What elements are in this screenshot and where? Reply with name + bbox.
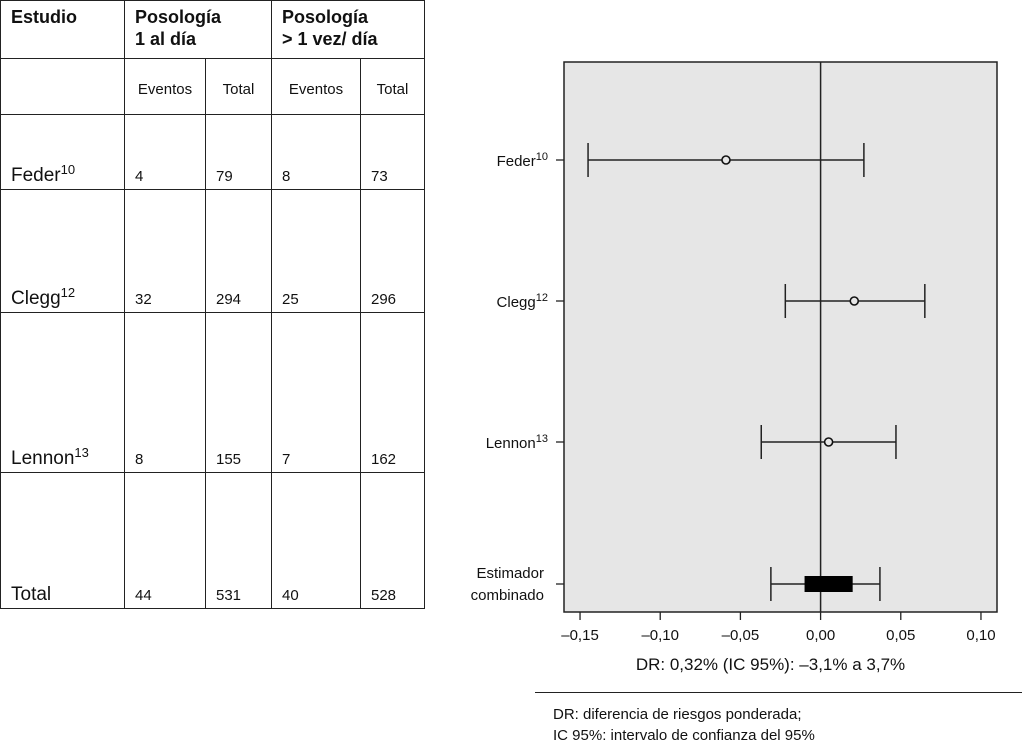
table-cell: 8 — [124, 312, 205, 472]
study-name: Total — [11, 584, 51, 606]
study-name-text: Feder — [11, 165, 61, 186]
x-tick-label: 0,00 — [806, 627, 835, 644]
table-row-study: Clegg12 — [0, 189, 124, 312]
table-cell: 40 — [271, 472, 360, 609]
table-cell-value: 44 — [135, 587, 152, 604]
table-cell: 7 — [271, 312, 360, 472]
subheader-cell: Eventos — [124, 58, 205, 114]
table-cell: 528 — [360, 472, 425, 609]
study-label: Feder10 — [497, 151, 548, 170]
table-cell-value: 528 — [371, 587, 397, 604]
header-multi-daily-line2: > 1 vez/ día — [282, 29, 378, 49]
table-row-study: Lennon13 — [0, 312, 124, 472]
study-name: Feder10 — [11, 162, 76, 187]
table-cell: 8 — [271, 114, 360, 189]
x-axis-label: DR: 0,32% (IC 95%): –3,1% a 3,7% — [636, 655, 905, 674]
table-cell: 4 — [124, 114, 205, 189]
study-label: Lennon13 — [486, 433, 548, 452]
table-cell: 531 — [205, 472, 271, 609]
header-multi-daily-line1: Posología — [282, 7, 369, 27]
table-cell-value: 162 — [371, 451, 397, 468]
subheader-cell: Eventos — [271, 58, 360, 114]
table-row-study: Feder10 — [0, 114, 124, 189]
table-cell: 73 — [360, 114, 425, 189]
table-cell: 25 — [271, 189, 360, 312]
subheader-label: Total — [222, 81, 255, 98]
footnote-line-1: DR: diferencia de riesgos ponderada; — [553, 706, 802, 723]
study-label-reference: 10 — [536, 151, 548, 163]
table-row-study: Total — [0, 472, 124, 609]
header-once-daily-line2: 1 al día — [135, 29, 197, 49]
study-reference: 12 — [60, 285, 76, 300]
table-cell-value: 155 — [216, 451, 242, 468]
subheader-label: Total — [376, 81, 409, 98]
x-tick-label: –0,15 — [561, 627, 599, 644]
table-cell-value: 8 — [135, 451, 144, 468]
study-table: Estudio Posología 1 al día Posología > 1 vez… — [0, 0, 425, 609]
table-cell-value: 294 — [216, 291, 242, 308]
table-cell: 32 — [124, 189, 205, 312]
header-once-daily-line1: Posología — [135, 7, 222, 27]
header-study-blank — [0, 58, 124, 114]
point-estimate — [721, 155, 731, 165]
header-study-label: Estudio — [11, 7, 77, 27]
forest-plot: –0,15 –0,10 –0,05 0,00 0,05 0,10 DR: 0,32% (IC… — [471, 61, 998, 674]
study-name-text: Lennon — [11, 448, 75, 469]
study-label-reference: 13 — [536, 433, 548, 445]
table-cell: 296 — [360, 189, 425, 312]
x-tick-label: –0,05 — [722, 627, 760, 644]
table-cell: 44 — [124, 472, 205, 609]
footnote-line-2: IC 95%: intervalo de confianza del 95% — [553, 727, 815, 744]
study-label: Clegg12 — [497, 292, 548, 311]
point-estimate — [823, 437, 834, 447]
study-label-reference: 12 — [536, 292, 548, 304]
pooled-estimate-box — [804, 576, 853, 592]
table-cell-value: 25 — [282, 291, 299, 308]
table-cell: 294 — [205, 189, 271, 312]
table-cell-value: 79 — [216, 168, 233, 185]
subheader-cell: Total — [205, 58, 271, 114]
table-cell-value: 32 — [135, 291, 152, 308]
header-study: Estudio — [0, 0, 124, 114]
header-multi-daily: Posología > 1 vez/ día — [271, 0, 425, 58]
footnote-divider — [535, 692, 1022, 693]
table-cell: 155 — [205, 312, 271, 472]
table-cell-value: 7 — [282, 451, 291, 468]
subheader-label: Eventos — [137, 81, 193, 98]
table-cell-value: 4 — [135, 168, 144, 185]
plot-panel — [563, 61, 998, 613]
study-reference: 13 — [74, 445, 89, 460]
table-cell-value: 8 — [282, 168, 291, 185]
study-name-text: Total — [11, 584, 52, 605]
table-cell-value: 296 — [371, 291, 397, 308]
table-cell-value: 40 — [282, 587, 299, 604]
table-cell-value: 73 — [371, 168, 388, 185]
x-tick-label: –0,10 — [641, 627, 679, 644]
study-name-text: Clegg — [11, 288, 61, 309]
subheader-label: Eventos — [288, 81, 344, 98]
table-cell-value: 531 — [216, 587, 242, 604]
x-tick-label: 0,05 — [886, 627, 915, 644]
table-cell: 79 — [205, 114, 271, 189]
study-reference: 10 — [60, 162, 76, 177]
point-estimate — [849, 296, 860, 306]
header-once-daily: Posología 1 al día — [124, 0, 271, 58]
pooled-label: Estimador — [476, 565, 544, 582]
pooled-label: combinado — [471, 587, 544, 604]
x-tick-label: 0,10 — [966, 627, 995, 644]
study-name: Lennon13 — [11, 445, 89, 470]
table-cell: 162 — [360, 312, 425, 472]
study-name: Clegg12 — [11, 285, 76, 310]
subheader-cell: Total — [360, 58, 425, 114]
